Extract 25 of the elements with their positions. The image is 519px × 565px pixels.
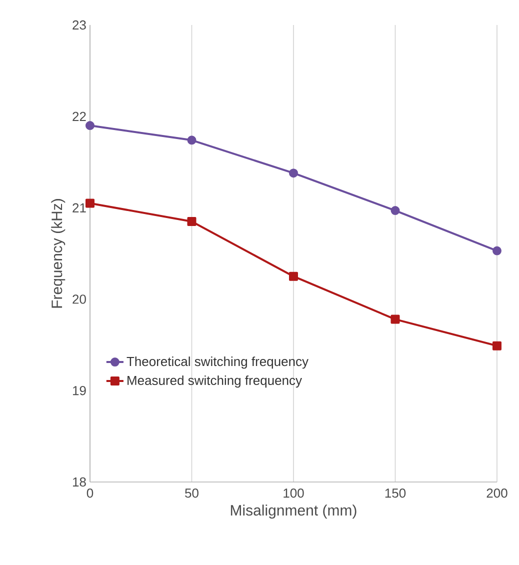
point [492, 246, 502, 256]
x-tick-label: 0 [86, 488, 94, 498]
y-tick-label: 20 [72, 294, 86, 304]
x-tick-label: 150 [385, 488, 406, 498]
y-tick-label: 19 [72, 386, 86, 396]
point [85, 121, 94, 130]
y-tick-label: 21 [72, 203, 86, 212]
point [288, 272, 298, 281]
point [85, 198, 94, 208]
y-tick-label: 22 [72, 112, 86, 121]
x-tick-label: 200 [486, 488, 508, 498]
point [288, 168, 298, 178]
point [187, 136, 196, 145]
x-tick-label: 100 [284, 488, 304, 498]
legend-label: Theoretical switching frequency [126, 356, 308, 369]
point [187, 217, 196, 226]
y-axis-title: Frequency (kHz) [51, 199, 66, 308]
y-tick-label: 18 [72, 477, 86, 487]
legend-label: Measured switching frequency [128, 375, 302, 388]
point [492, 341, 502, 350]
x-tick-label: 50 [185, 488, 198, 498]
x-axis-title: Misalignment (mm) [230, 504, 356, 519]
y-tick-label: 23 [72, 20, 86, 30]
point [390, 206, 400, 216]
point [390, 314, 400, 324]
